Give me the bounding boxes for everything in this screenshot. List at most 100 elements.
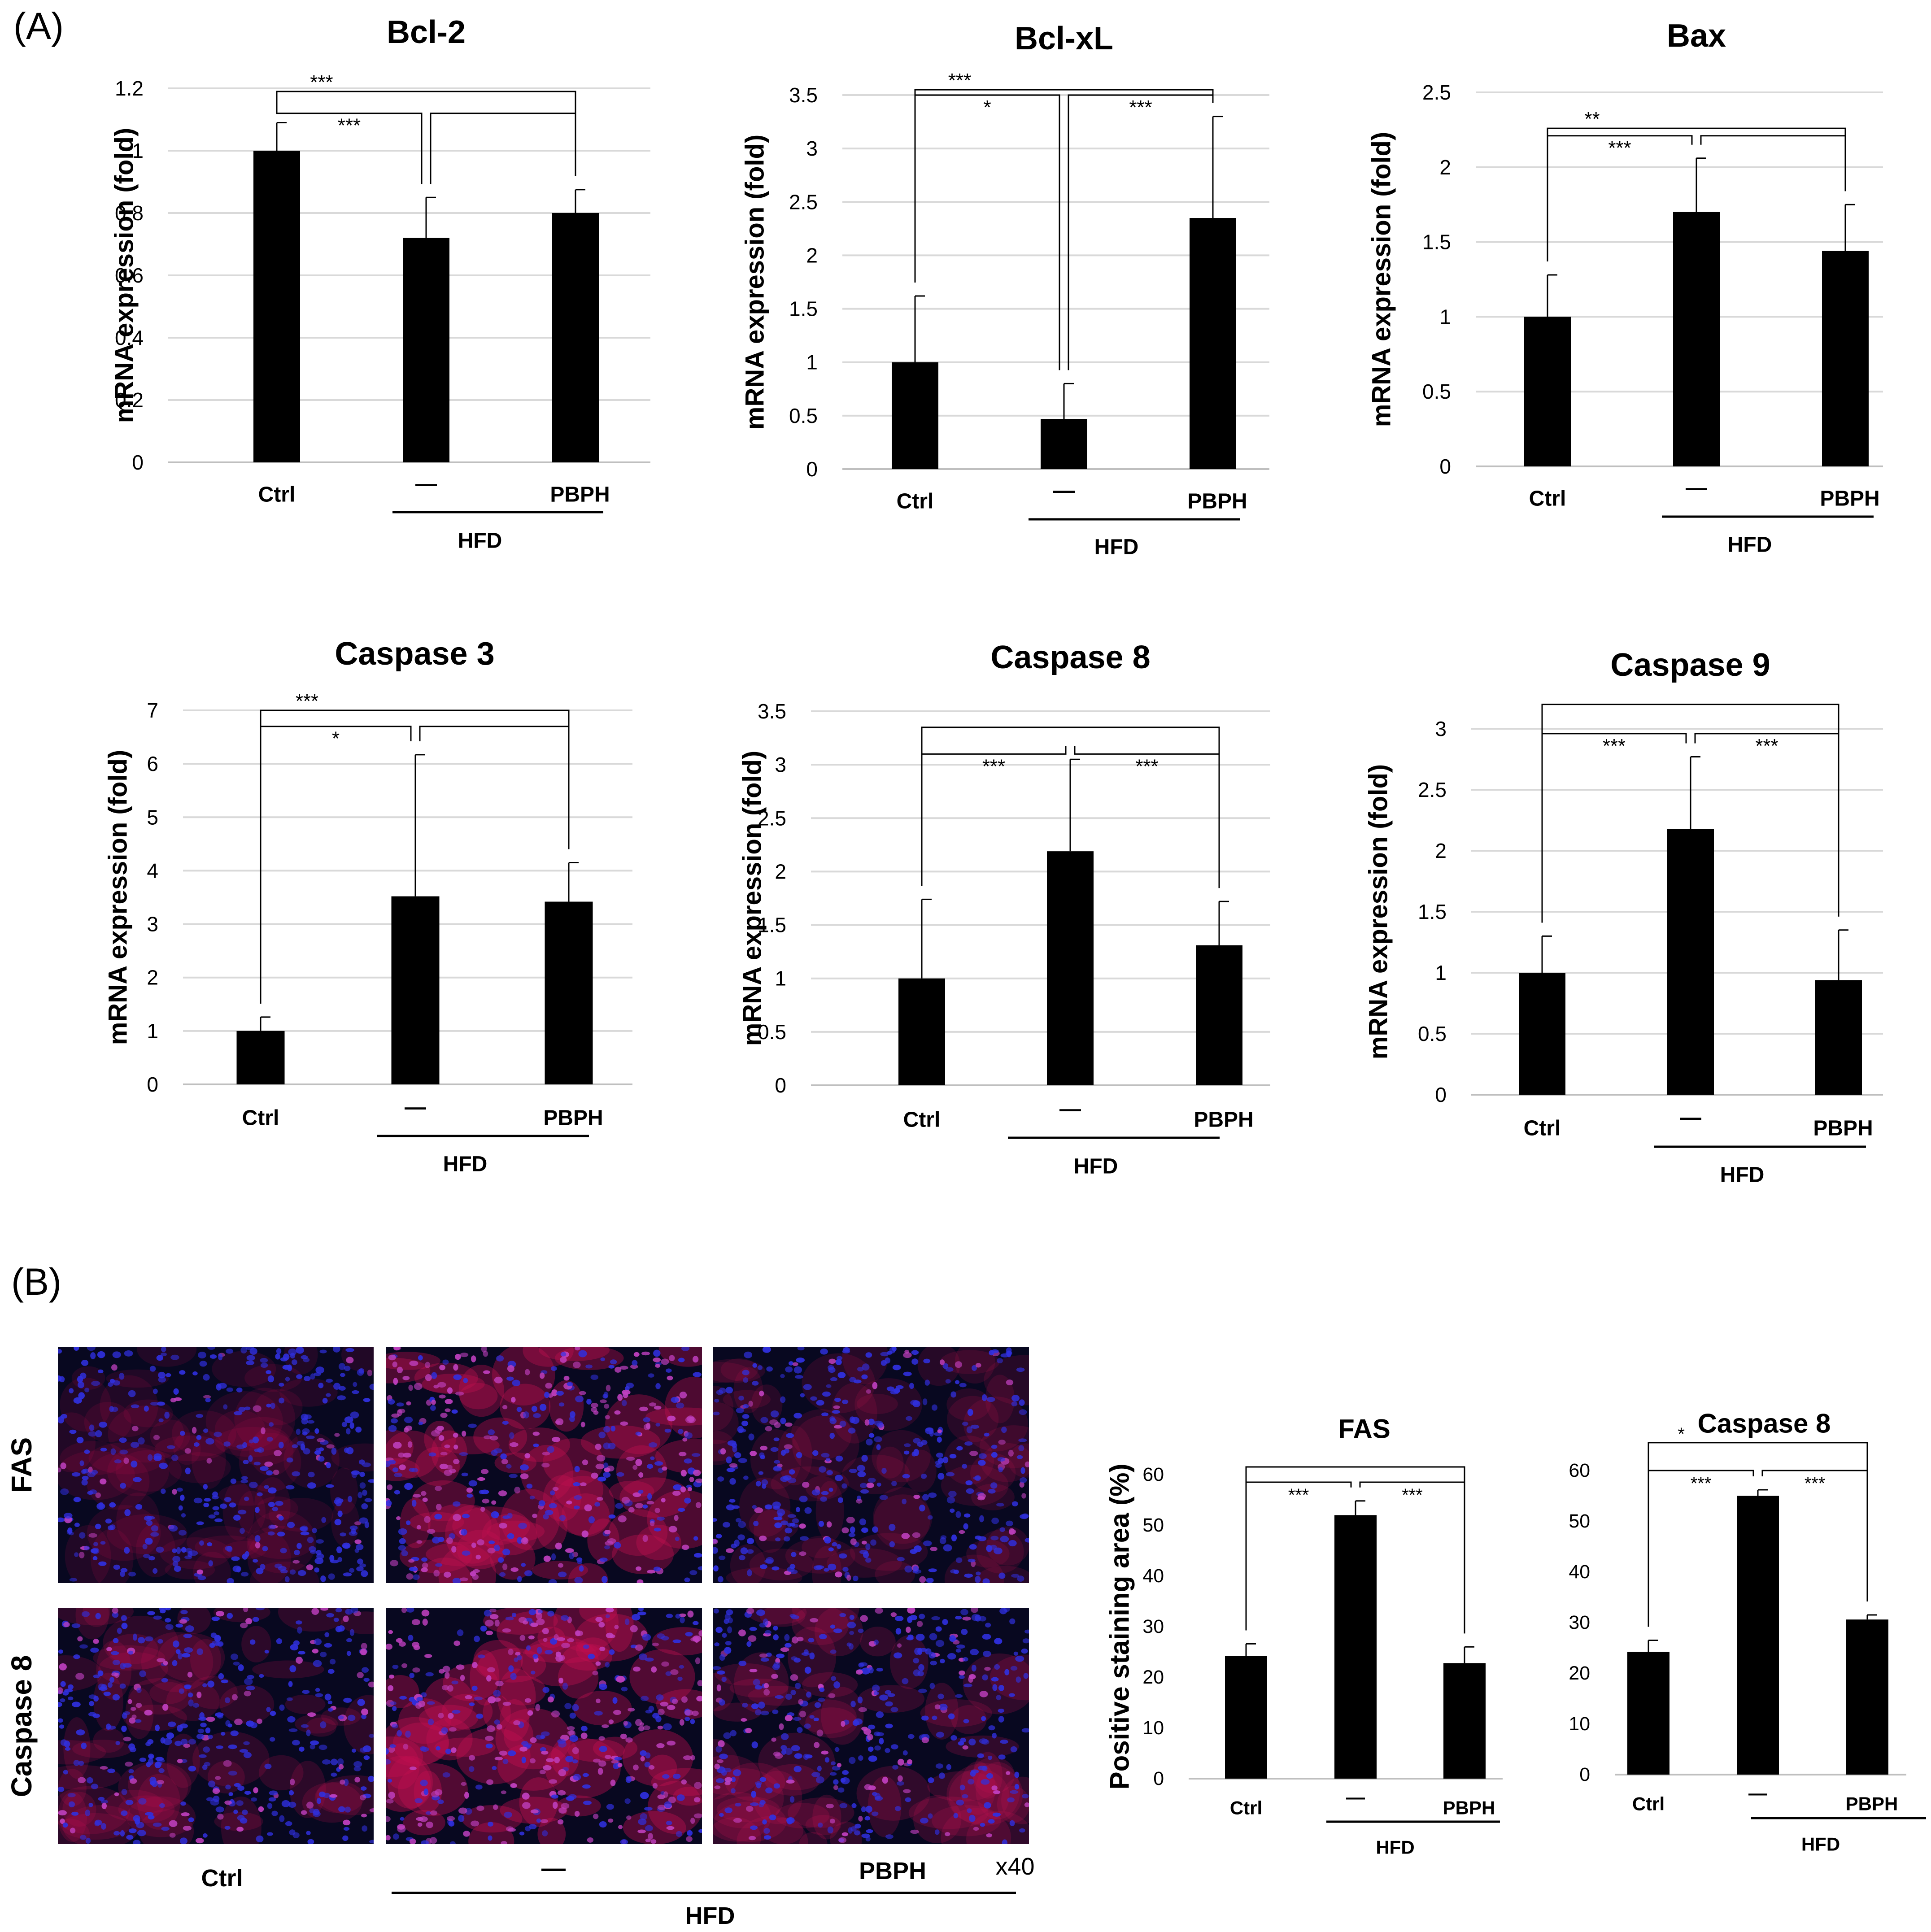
nucleus — [402, 1375, 410, 1380]
nucleus — [733, 1818, 742, 1823]
nucleus — [895, 1806, 901, 1811]
nucleus — [93, 1639, 99, 1644]
y-tick-label: 3 — [775, 753, 786, 776]
category-label-pbph: PBPH — [1187, 490, 1247, 513]
nucleus — [590, 1375, 599, 1380]
nucleus — [125, 1800, 134, 1805]
nucleus — [204, 1498, 211, 1502]
nucleus — [447, 1387, 453, 1394]
nucleus — [469, 1766, 475, 1772]
stain-patch — [913, 1795, 962, 1844]
nucleus — [907, 1616, 913, 1623]
nucleus — [306, 1801, 314, 1809]
nucleus — [509, 1432, 514, 1439]
nucleus — [540, 1404, 547, 1411]
nucleus — [330, 1559, 339, 1563]
nucleus — [911, 1451, 917, 1457]
nucleus — [932, 1715, 937, 1720]
nucleus — [318, 1791, 326, 1797]
nucleus — [266, 1436, 273, 1442]
nucleus — [970, 1771, 976, 1777]
nucleus — [985, 1623, 991, 1628]
nucleus — [244, 1678, 253, 1685]
nucleus — [755, 1781, 762, 1786]
nucleus — [945, 1367, 954, 1372]
y-tick-label: 20 — [1142, 1667, 1164, 1688]
category-label-ctrl: Ctrl — [897, 490, 934, 513]
y-axis-label: mRNA expression (fold) — [741, 135, 770, 430]
nucleus — [826, 1470, 833, 1475]
bar — [403, 238, 449, 462]
nucleus — [317, 1438, 325, 1443]
nucleus — [238, 1407, 245, 1412]
nucleus — [971, 1608, 978, 1613]
nucleus — [649, 1402, 657, 1407]
y-axis-label: mRNA expression (fold) — [1367, 132, 1396, 427]
stain-patch — [252, 1660, 324, 1679]
nucleus — [542, 1687, 549, 1693]
nucleus — [771, 1674, 778, 1679]
nucleus — [252, 1436, 259, 1444]
nucleus — [488, 1835, 493, 1841]
nucleus — [79, 1460, 84, 1466]
nucleus — [267, 1803, 273, 1809]
nucleus — [984, 1432, 989, 1437]
nucleus — [860, 1489, 869, 1494]
nucleus — [999, 1527, 1005, 1532]
nucleus — [121, 1615, 127, 1621]
stain-patch — [108, 1405, 184, 1463]
nucleus — [128, 1650, 133, 1655]
nucleus — [563, 1375, 570, 1381]
nucleus — [575, 1395, 584, 1402]
nucleus — [907, 1634, 914, 1640]
nucleus — [166, 1445, 175, 1449]
nucleus — [409, 1697, 416, 1702]
nucleus — [987, 1755, 993, 1760]
nucleus — [333, 1347, 340, 1353]
nucleus — [389, 1674, 395, 1679]
nucleus — [965, 1480, 973, 1485]
nucleus — [288, 1681, 293, 1687]
image-hfd-underline — [392, 1892, 1016, 1894]
nucleus — [837, 1356, 843, 1361]
group-label-hfd: HFD — [1074, 1155, 1118, 1179]
nucleus — [506, 1464, 512, 1469]
nucleus — [657, 1805, 666, 1810]
nucleus — [60, 1462, 66, 1470]
nucleus — [817, 1766, 822, 1771]
nucleus — [536, 1818, 541, 1823]
nucleus — [324, 1632, 330, 1637]
nucleus — [520, 1473, 529, 1479]
nucleus — [738, 1521, 746, 1528]
nucleus — [425, 1374, 432, 1381]
nucleus — [955, 1361, 962, 1368]
stain-patch — [438, 1545, 497, 1583]
nucleus — [433, 1570, 440, 1577]
nucleus — [620, 1733, 627, 1739]
nucleus — [205, 1727, 211, 1734]
nucleus — [211, 1616, 220, 1621]
nucleus — [876, 1667, 884, 1672]
nucleus — [458, 1815, 465, 1822]
nucleus — [517, 1576, 522, 1582]
y-tick-label: 40 — [1569, 1561, 1590, 1583]
nucleus — [318, 1456, 325, 1462]
nucleus — [979, 1616, 986, 1622]
nucleus — [333, 1618, 339, 1622]
nucleus — [861, 1727, 868, 1731]
nucleus — [826, 1521, 832, 1528]
nucleus — [963, 1513, 971, 1518]
stain-patch — [314, 1781, 365, 1814]
nucleus — [197, 1728, 205, 1733]
nucleus — [551, 1710, 560, 1718]
nucleus — [598, 1432, 606, 1439]
nucleus — [495, 1680, 504, 1687]
stain-patch — [612, 1534, 674, 1575]
micrograph-fas-hfd — [386, 1347, 702, 1583]
nucleus — [74, 1552, 79, 1557]
nucleus — [750, 1802, 759, 1806]
nucleus — [775, 1695, 784, 1699]
stain-patch — [192, 1731, 270, 1787]
nucleus — [453, 1374, 462, 1380]
